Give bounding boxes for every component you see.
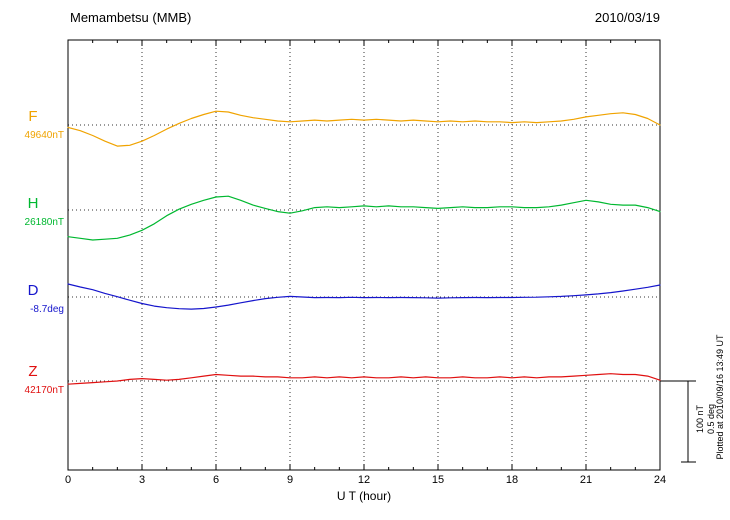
x-axis-label: U T (hour) [336, 489, 392, 503]
series-label-F: F 49640nT [2, 108, 64, 142]
series-letter-H: H [27, 195, 39, 212]
series-baseline-Z: 42170nT [24, 385, 64, 396]
x-tick-label: 15 [431, 474, 445, 486]
x-tick-label: 3 [138, 474, 146, 486]
trace-Z [67, 373, 661, 385]
series-letter-F: F [28, 108, 38, 125]
scale-bar-nt-label: 100 nT [695, 404, 705, 434]
x-tick-label: 9 [286, 474, 294, 486]
trace-D [67, 283, 661, 310]
series-label-D: D -8.7deg [2, 282, 64, 316]
plot-border [67, 39, 661, 471]
series-label-Z: Z 42170nT [2, 363, 64, 397]
x-tick-label: 24 [653, 474, 667, 486]
x-tick-label: 6 [212, 474, 220, 486]
series-letter-Z: Z [28, 363, 38, 380]
x-tick-label: 12 [357, 474, 371, 486]
chart-date: 2010/03/19 [594, 10, 660, 25]
scale-bar-labels: 100 nT 0.5 deg [695, 389, 717, 449]
series-baseline-D: -8.7deg [30, 304, 64, 315]
plotted-at-note: Plotted at 2010/09/16 13:49 UT [715, 334, 725, 460]
trace-H [67, 195, 661, 241]
series-baseline-H: 26180nT [24, 217, 64, 228]
series-letter-D: D [27, 282, 39, 299]
series-baseline-F: 49640nT [24, 130, 64, 141]
x-tick-label: 21 [579, 474, 593, 486]
x-tick-label: 0 [64, 474, 72, 486]
trace-F [67, 110, 661, 147]
chart-title: Memambetsu (MMB) [70, 10, 192, 25]
x-tick-label: 18 [505, 474, 519, 486]
series-label-H: H 26180nT [2, 195, 64, 229]
